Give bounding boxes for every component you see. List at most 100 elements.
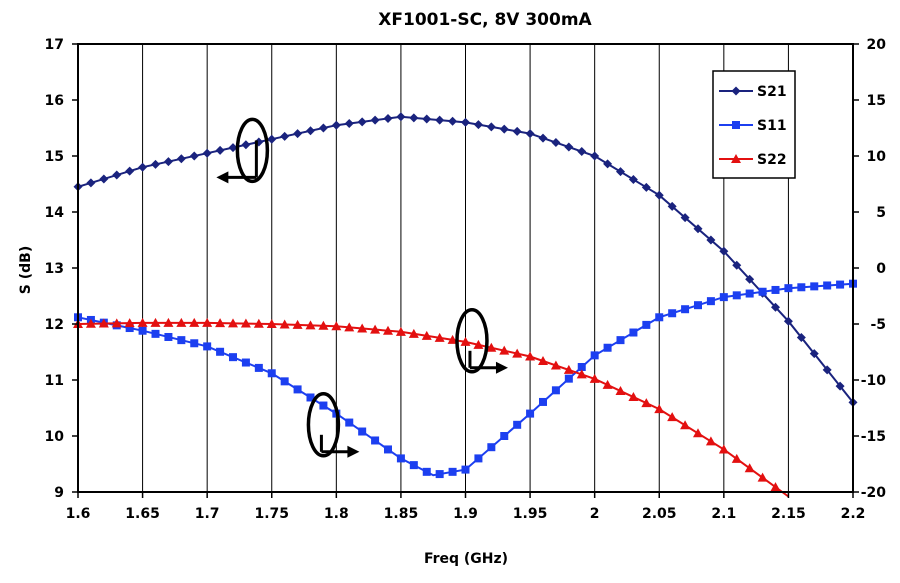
data-point-s21: [809, 349, 819, 359]
data-point-s22: [357, 323, 368, 333]
data-point-s21: [628, 175, 638, 185]
data-point-s21: [396, 112, 406, 122]
data-point-s21: [822, 365, 832, 375]
data-point-s11: [771, 285, 780, 294]
data-point-s21: [538, 133, 548, 143]
data-point-s21: [293, 129, 303, 139]
data-point-s22: [460, 336, 471, 346]
data-point-s21: [357, 117, 367, 127]
x-tick-label: 1.6: [66, 506, 91, 522]
data-point-s11: [358, 427, 367, 436]
y-tick-label: 17: [45, 37, 64, 53]
data-point-s21: [138, 162, 148, 172]
x-tick-label: 1.95: [513, 506, 548, 522]
data-point-s21: [577, 147, 587, 157]
data-point-s22: [486, 342, 497, 352]
y-tick-label: 11: [45, 373, 64, 389]
data-point-s11: [642, 320, 651, 329]
data-point-s21: [344, 119, 354, 129]
data-point-s22: [576, 369, 587, 379]
series-s22: [73, 317, 789, 498]
y2-tick-label: 15: [867, 93, 886, 109]
data-point-s11: [564, 374, 573, 383]
data-point-s21: [241, 140, 251, 150]
legend-item-s22: S22: [719, 152, 787, 168]
data-point-s22: [124, 318, 135, 328]
y-tick-label: 13: [45, 261, 64, 277]
data-point-s11: [422, 467, 431, 476]
data-point-s11: [125, 324, 134, 333]
data-point-s22: [538, 355, 548, 365]
series-line-s22: [77, 321, 789, 498]
data-point-s21: [551, 138, 561, 148]
data-point-s21: [693, 224, 703, 234]
legend: S21 S11 S22: [712, 70, 796, 179]
data-point-s22: [150, 317, 161, 327]
chart-title: XF1001-SC, 8V 300mA: [378, 10, 592, 30]
data-point-s22: [680, 420, 691, 430]
data-point-s11: [836, 280, 845, 289]
data-point-s21: [603, 159, 613, 169]
x-tick-label: 1.65: [125, 506, 160, 522]
data-point-s11: [694, 301, 702, 310]
data-point-s11: [732, 291, 741, 300]
data-point-s11: [487, 443, 496, 452]
data-point-s21: [215, 145, 225, 155]
data-point-s11: [190, 339, 199, 348]
data-point-s21: [267, 134, 277, 144]
data-point-s22: [305, 320, 316, 330]
data-point-s22: [240, 318, 251, 328]
data-point-s21: [163, 157, 173, 167]
data-point-s11: [668, 309, 677, 318]
data-point-s21: [448, 116, 458, 126]
data-point-s11: [435, 470, 444, 479]
arrow-left-icon: [216, 171, 229, 184]
data-point-s11: [745, 289, 754, 298]
data-point-s11: [345, 418, 354, 427]
x-tick-label: 1.9: [453, 506, 478, 522]
data-point-s22: [215, 318, 226, 328]
data-point-s22: [421, 330, 432, 340]
data-point-s11: [216, 347, 225, 356]
data-point-s21: [176, 154, 186, 164]
data-point-s21: [616, 167, 625, 177]
data-point-s21: [654, 190, 664, 200]
data-point-s22: [318, 320, 329, 330]
data-point-s22: [163, 317, 174, 327]
data-point-s21: [112, 170, 122, 180]
data-point-s22: [757, 472, 768, 482]
x-tick-label: 2: [590, 506, 600, 522]
y2-tick-label: -20: [861, 485, 887, 501]
data-point-s21: [706, 235, 716, 245]
data-point-s22: [731, 453, 742, 463]
data-point-s11: [603, 343, 612, 352]
data-point-s22: [202, 317, 213, 327]
grid: [142, 44, 789, 492]
data-point-s21: [667, 201, 677, 211]
data-point-s22: [228, 318, 238, 328]
data-point-s21: [331, 120, 341, 130]
ticks: 1.6 1.65 1.7 1.75 1.8 1.85 1.9 1.95 2 2.05 2.1 2.15…: [45, 37, 887, 522]
legend-item-s11: S11: [719, 118, 787, 134]
data-point-s11: [797, 283, 806, 292]
y-tick-label: 16: [45, 93, 64, 109]
x-tick-label: 2.15: [771, 506, 806, 522]
annotation-s21: [216, 117, 270, 184]
y-tick-label: 14: [45, 205, 65, 221]
data-point-s21: [151, 159, 160, 169]
y2-tick-label: -5: [870, 317, 886, 333]
data-point-s21: [189, 151, 199, 161]
data-point-s22: [189, 317, 200, 327]
data-point-s22: [770, 482, 781, 492]
data-point-s21: [732, 260, 742, 270]
legend-marker: [732, 121, 740, 129]
data-point-s11: [461, 465, 470, 474]
data-point-s22: [602, 379, 613, 389]
data-point-s11: [254, 363, 263, 372]
data-point-s22: [408, 328, 419, 338]
data-point-s22: [266, 319, 277, 328]
data-point-s22: [383, 325, 393, 335]
x-tick-label: 2.2: [841, 506, 866, 522]
x-tick-label: 2.05: [642, 506, 677, 522]
